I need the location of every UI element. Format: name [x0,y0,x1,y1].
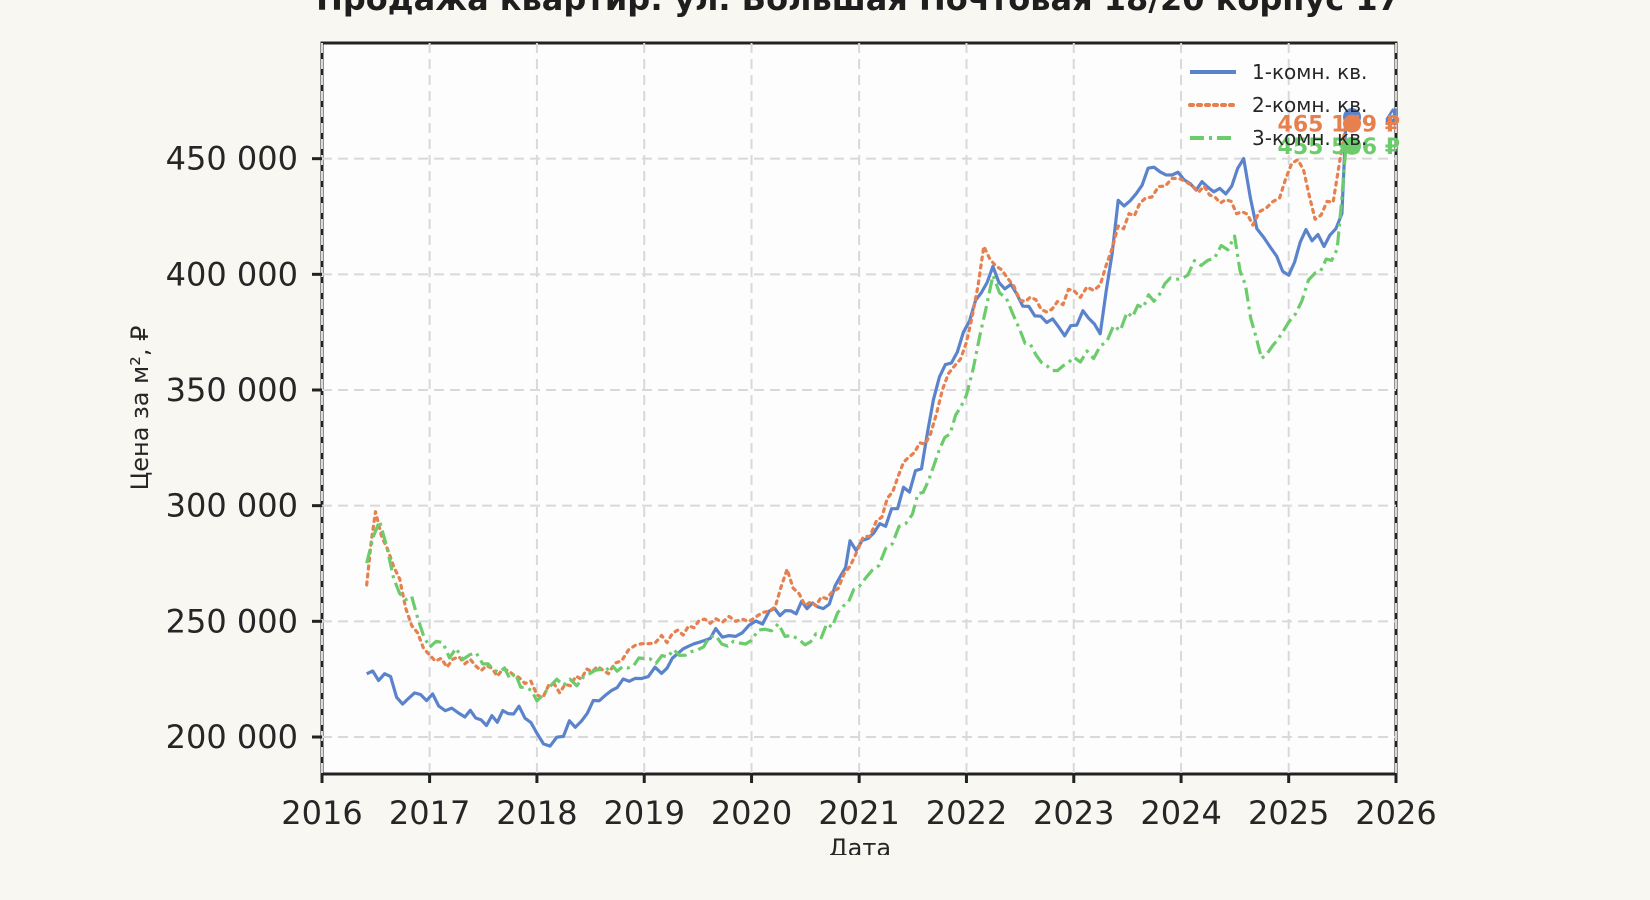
end-value-label-3-room: 455 536 ₽ [1278,135,1400,160]
end-marker-2-room [1343,114,1362,133]
x-tick-label: 2025 [1248,794,1329,832]
x-tick-label: 2021 [818,794,899,832]
y-axis-ticks: 200 000 250 000 300 000 350 000 400 000 450 0… [166,140,322,756]
y-tick-label: 250 000 [166,602,298,640]
legend-label-2-room: 2-комн. кв. [1252,93,1367,117]
end-value-label-1-room: 4 [1385,106,1400,131]
y-tick-label: 400 000 [166,255,298,293]
x-tick-label: 2022 [926,794,1007,832]
x-axis-label: Дата [829,834,891,855]
x-tick-label: 2018 [496,794,577,832]
chart-page: 4 465 159 ₽455 536 ₽ 2016 2017 2018 2019 2020… [126,0,1437,855]
end-marker-3-room [1343,136,1362,155]
series-lines [365,116,1348,748]
series-line-1-room [366,116,1348,748]
series-line-2-room [365,122,1348,700]
series-line-3-room [365,145,1348,703]
legend: 1-комн. кв. 2-комн. кв. 3-комн. кв. [1188,60,1367,150]
y-tick-label: 450 000 [166,140,298,178]
y-tick-label: 300 000 [166,487,298,525]
legend-label-1-room: 1-комн. кв. [1252,60,1367,84]
x-tick-label: 2017 [389,794,470,832]
legend-label-3-room: 3-комн. кв. [1252,126,1367,150]
x-axis-ticks: 2016 2017 2018 2019 2020 2021 2022 2023 2024 2025… [281,774,1437,832]
x-tick-label: 2024 [1140,794,1221,832]
x-tick-label: 2026 [1355,794,1436,832]
y-tick-label: 200 000 [166,718,298,756]
end-value-label-2-room: 465 159 ₽ [1278,113,1400,138]
grid-lines [321,43,1397,774]
x-tick-label: 2023 [1033,794,1114,832]
chart-title: Продажа квартир: ул. Большая Почтовая 18… [316,0,1400,18]
x-tick-label: 2016 [281,794,362,832]
x-tick-label: 2019 [604,794,685,832]
x-tick-label: 2020 [711,794,792,832]
y-axis-label: Цена за м², ₽ [126,326,154,491]
y-tick-label: 350 000 [166,371,298,409]
